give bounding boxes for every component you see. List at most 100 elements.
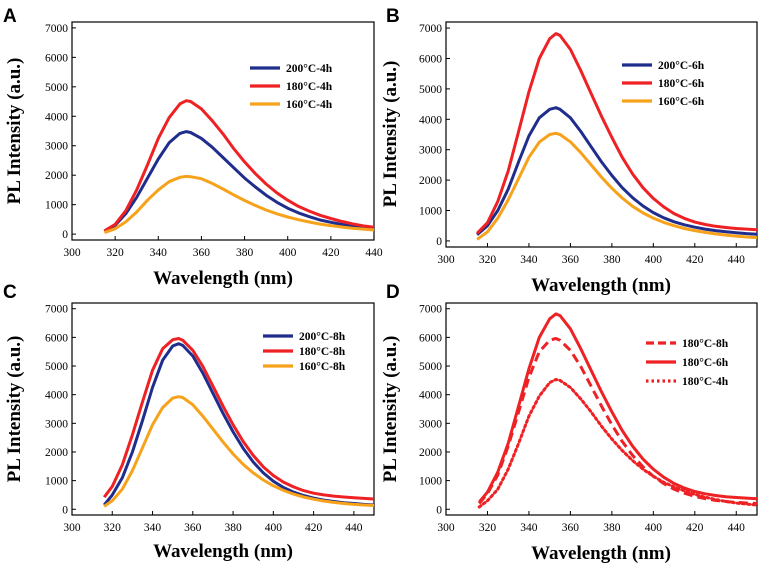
legend: 200°C-8h 180°C-8h 160°C-8h [263, 331, 346, 373]
x-tick-label: 340 [150, 247, 168, 259]
y-tick-label: 5000 [45, 82, 68, 94]
x-tick-label: 320 [107, 247, 125, 259]
y-tick-label: 6000 [419, 53, 442, 65]
x-tick-label: 440 [728, 254, 746, 266]
x-axis-label: Wavelength (nm) [153, 268, 293, 289]
plot-frame [71, 21, 375, 241]
y-tick-label: 1000 [419, 476, 442, 488]
x-tick-label: 320 [479, 254, 497, 266]
x-tick-label: 420 [322, 247, 340, 259]
series-line [103, 99, 375, 233]
y-tick-label: 6000 [419, 332, 442, 344]
series-line [103, 174, 375, 235]
x-tick-label: 300 [437, 522, 455, 534]
panel-c: C 300 320 340 360 380 400 420 440 0 1000 2000 3000 40… [3, 282, 375, 562]
x-tick-label: 380 [236, 247, 254, 259]
y-tick-label: 5000 [419, 84, 442, 96]
plot-frame [445, 21, 758, 248]
series-line [478, 312, 758, 504]
y-tick-label: 7000 [45, 23, 68, 35]
y-tick-label: 6000 [45, 52, 68, 64]
y-tick-label: 1000 [45, 200, 68, 212]
legend: 200°C-4h 180°C-4h 160°C-4h [250, 63, 333, 111]
x-tick-label: 400 [265, 522, 283, 534]
series-line [103, 395, 375, 508]
x-tick-label: 360 [184, 522, 202, 534]
y-tick-label: 3000 [419, 418, 442, 430]
y-tick-label: 2000 [45, 170, 68, 182]
legend-label: 160°C-4h [286, 99, 333, 111]
y-tick-label: 4000 [419, 114, 442, 126]
legend-label: 200°C-4h [286, 63, 333, 75]
series-line [476, 32, 758, 235]
y-tick-label: 2000 [419, 175, 442, 187]
y-tick-label: 6000 [45, 332, 68, 344]
y-tick-label: 2000 [419, 447, 442, 459]
x-tick-label: 360 [562, 254, 580, 266]
panel-letter: D [386, 282, 400, 303]
x-tick-label: 400 [645, 254, 663, 266]
y-axis-label: PL Intensity (a.u.) [380, 61, 401, 208]
x-tick-label: 300 [63, 247, 81, 259]
x-tick-label: 400 [279, 247, 297, 259]
legend-label: 180°C-4h [682, 376, 729, 388]
y-tick-label: 5000 [419, 361, 442, 373]
x-axis-label: Wavelength (nm) [153, 541, 293, 562]
y-tick-label: 1000 [419, 206, 442, 218]
y-tick-label: 0 [62, 229, 68, 241]
y-tick-label: 4000 [45, 111, 68, 123]
x-tick-label: 340 [520, 522, 538, 534]
panel-letter: A [3, 6, 17, 27]
y-tick-label: 1000 [45, 476, 68, 488]
x-tick-label: 360 [193, 247, 211, 259]
y-tick-label: 0 [436, 504, 442, 516]
y-tick-label: 0 [436, 236, 442, 248]
series-line [102, 337, 375, 501]
x-tick-label: 420 [305, 522, 323, 534]
y-tick-label: 3000 [419, 145, 442, 157]
x-axis-label: Wavelength (nm) [531, 543, 671, 564]
panel-a: A 300 320 340 360 380 400 420 440 0 1000 2000 3000 40… [3, 6, 383, 289]
y-tick-label: 7000 [419, 23, 442, 35]
legend-label: 180°C-8h [682, 338, 729, 350]
y-tick-label: 3000 [45, 418, 68, 430]
x-tick-label: 340 [144, 522, 162, 534]
series-line [103, 130, 375, 233]
series-line [477, 378, 759, 509]
y-axis-label: PL Intensity (a.u.) [380, 336, 401, 483]
panel-b: B 300 320 340 360 380 400 420 440 0 1000 2000 3000 40… [380, 6, 758, 296]
x-tick-label: 320 [104, 522, 122, 534]
x-tick-label: 400 [645, 522, 663, 534]
plot-frame [445, 302, 758, 516]
x-axis-label: Wavelength (nm) [531, 275, 671, 296]
y-tick-label: 4000 [419, 390, 442, 402]
y-tick-label: 7000 [419, 304, 442, 316]
legend-label: 200°C-6h [658, 60, 705, 72]
legend-label: 160°C-6h [658, 96, 705, 108]
legend-label: 180°C-6h [682, 357, 729, 369]
x-tick-label: 380 [603, 254, 621, 266]
plot-frame [71, 302, 375, 516]
legend: 200°C-6h 180°C-6h 160°C-6h [622, 60, 705, 108]
legend-label: 200°C-8h [299, 331, 346, 343]
x-tick-label: 440 [345, 522, 363, 534]
x-tick-label: 380 [603, 522, 621, 534]
x-tick-label: 340 [520, 254, 538, 266]
x-tick-label: 440 [365, 247, 383, 259]
y-tick-label: 5000 [45, 361, 68, 373]
y-axis-label: PL Intensity (a.u.) [4, 58, 25, 205]
x-tick-label: 440 [728, 522, 746, 534]
x-tick-label: 360 [562, 522, 580, 534]
panel-d: D 300 320 340 360 380 400 420 440 0 1000 2000 3000 40… [380, 282, 759, 564]
y-tick-label: 4000 [45, 390, 68, 402]
legend: 180°C-8h 180°C-6h 180°C-4h [646, 338, 729, 388]
panel-letter: B [386, 6, 400, 27]
y-axis-label: PL Intensity (a.u.) [4, 336, 25, 483]
x-tick-label: 300 [437, 254, 455, 266]
legend-label: 180°C-6h [658, 78, 705, 90]
y-tick-label: 0 [62, 504, 68, 516]
legend-label: 180°C-4h [286, 81, 333, 93]
y-tick-label: 2000 [45, 447, 68, 459]
x-tick-label: 380 [224, 522, 242, 534]
